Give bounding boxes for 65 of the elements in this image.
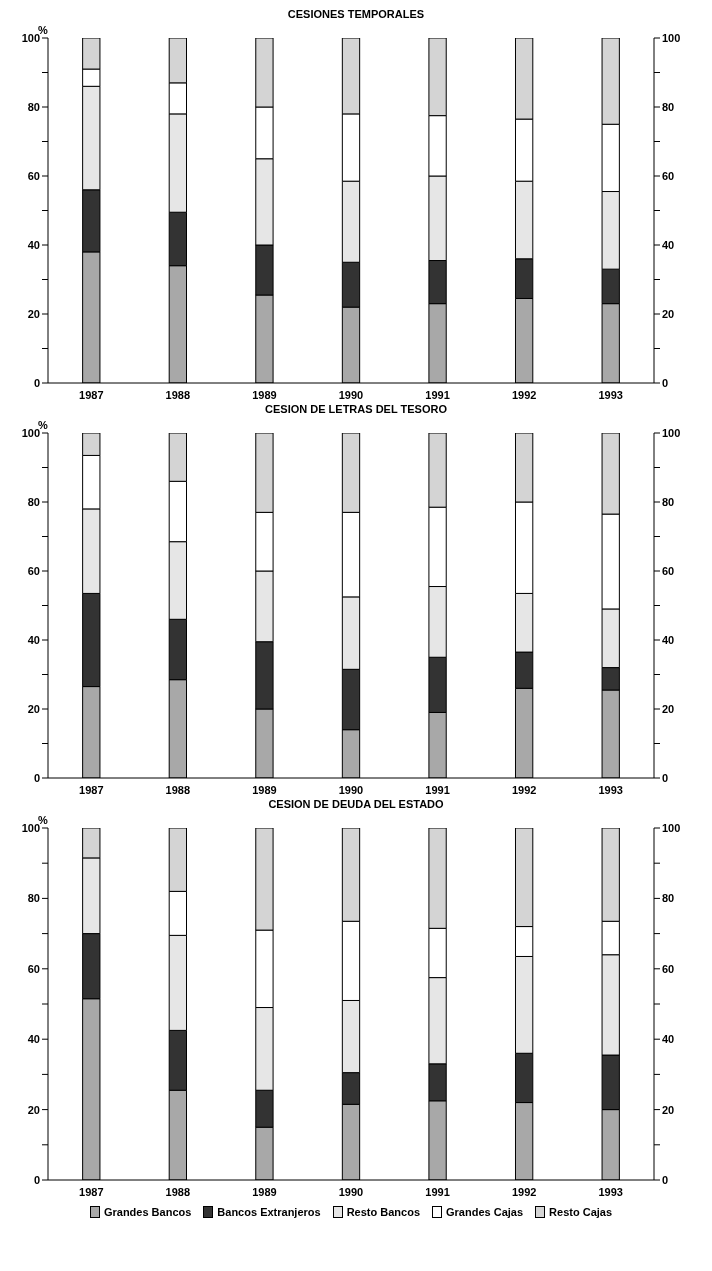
legend-label: Resto Bancos: [346, 1206, 421, 1218]
x-tick-label: 1993: [598, 388, 623, 401]
x-tick-label: 1991: [425, 388, 450, 401]
legend-label: Grandes Bancos: [103, 1206, 192, 1218]
chart-title: CESION DE LETRAS DEL TESORO: [264, 403, 448, 417]
x-tick-label: 1987: [79, 388, 104, 401]
legend-label: Grandes Cajas: [446, 1206, 524, 1218]
x-tick-label: 1989: [252, 783, 277, 796]
x-tick-label: 1992: [511, 388, 537, 401]
y2-tick-label: 80: [662, 495, 675, 508]
y2-tick-label: 80: [662, 892, 675, 905]
x-tick-label: 1993: [598, 783, 623, 796]
legend-label: Resto Cajas: [549, 1206, 613, 1218]
y-tick-label: 40: [27, 1033, 40, 1046]
y-tick-label: 80: [27, 892, 40, 905]
x-tick-label: 1987: [79, 783, 104, 796]
y2-tick-label: 0: [662, 771, 669, 784]
y-tick-label: 60: [27, 564, 40, 577]
y2-tick-label: 60: [662, 169, 675, 182]
y-tick-label: 20: [27, 702, 40, 715]
y2-tick-label: 40: [662, 238, 675, 251]
x-tick-label: 1991: [425, 783, 450, 796]
x-tick-label: 1988: [165, 388, 191, 401]
x-tick-label: 1990: [338, 1185, 364, 1198]
x-tick-label: 1992: [511, 783, 537, 796]
x-tick-label: 1988: [165, 1185, 191, 1198]
y2-tick-label: 40: [662, 633, 675, 646]
y-tick-label: 20: [27, 307, 40, 320]
x-tick-label: 1989: [252, 388, 277, 401]
y2-tick-label: 0: [662, 1173, 669, 1186]
y-tick-label: 40: [27, 238, 40, 251]
y-tick-label: 40: [27, 633, 40, 646]
x-tick-label: 1987: [79, 1185, 104, 1198]
chart-title: CESION DE DEUDA DEL ESTADO: [267, 798, 445, 812]
y-tick-label: 0: [33, 376, 40, 389]
y2-tick-label: 60: [662, 962, 675, 975]
x-tick-label: 1989: [252, 1185, 277, 1198]
y2-tick-label: 20: [662, 702, 675, 715]
chart-title: CESIONES TEMPORALES: [286, 8, 426, 22]
y2-tick-label: 100: [662, 31, 681, 44]
y2-tick-label: 80: [662, 100, 675, 113]
y-tick-label: 100: [21, 426, 40, 439]
y2-tick-label: 0: [662, 376, 669, 389]
y-tick-label: 0: [33, 1173, 40, 1186]
y-tick-label: 20: [27, 1103, 40, 1116]
x-tick-label: 1991: [425, 1185, 450, 1198]
y-tick-label: 80: [27, 495, 40, 508]
y-tick-label: 100: [21, 821, 40, 834]
x-tick-label: 1990: [338, 783, 364, 796]
y2-tick-label: 20: [662, 307, 675, 320]
y2-tick-label: 40: [662, 1033, 675, 1046]
x-tick-label: 1988: [165, 783, 191, 796]
y-tick-label: 0: [33, 771, 40, 784]
y-tick-label: 60: [27, 169, 40, 182]
legend-label: Bancos Extranjeros: [217, 1206, 321, 1218]
x-tick-label: 1992: [511, 1185, 537, 1198]
y2-tick-label: 100: [662, 426, 681, 439]
y-tick-label: 100: [21, 31, 40, 44]
y2-tick-label: 60: [662, 564, 675, 577]
x-tick-label: 1993: [598, 1185, 623, 1198]
y-tick-label: 60: [27, 962, 40, 975]
x-tick-label: 1990: [338, 388, 364, 401]
y2-tick-label: 100: [662, 821, 681, 834]
y2-tick-label: 20: [662, 1103, 675, 1116]
y-tick-label: 80: [27, 100, 40, 113]
